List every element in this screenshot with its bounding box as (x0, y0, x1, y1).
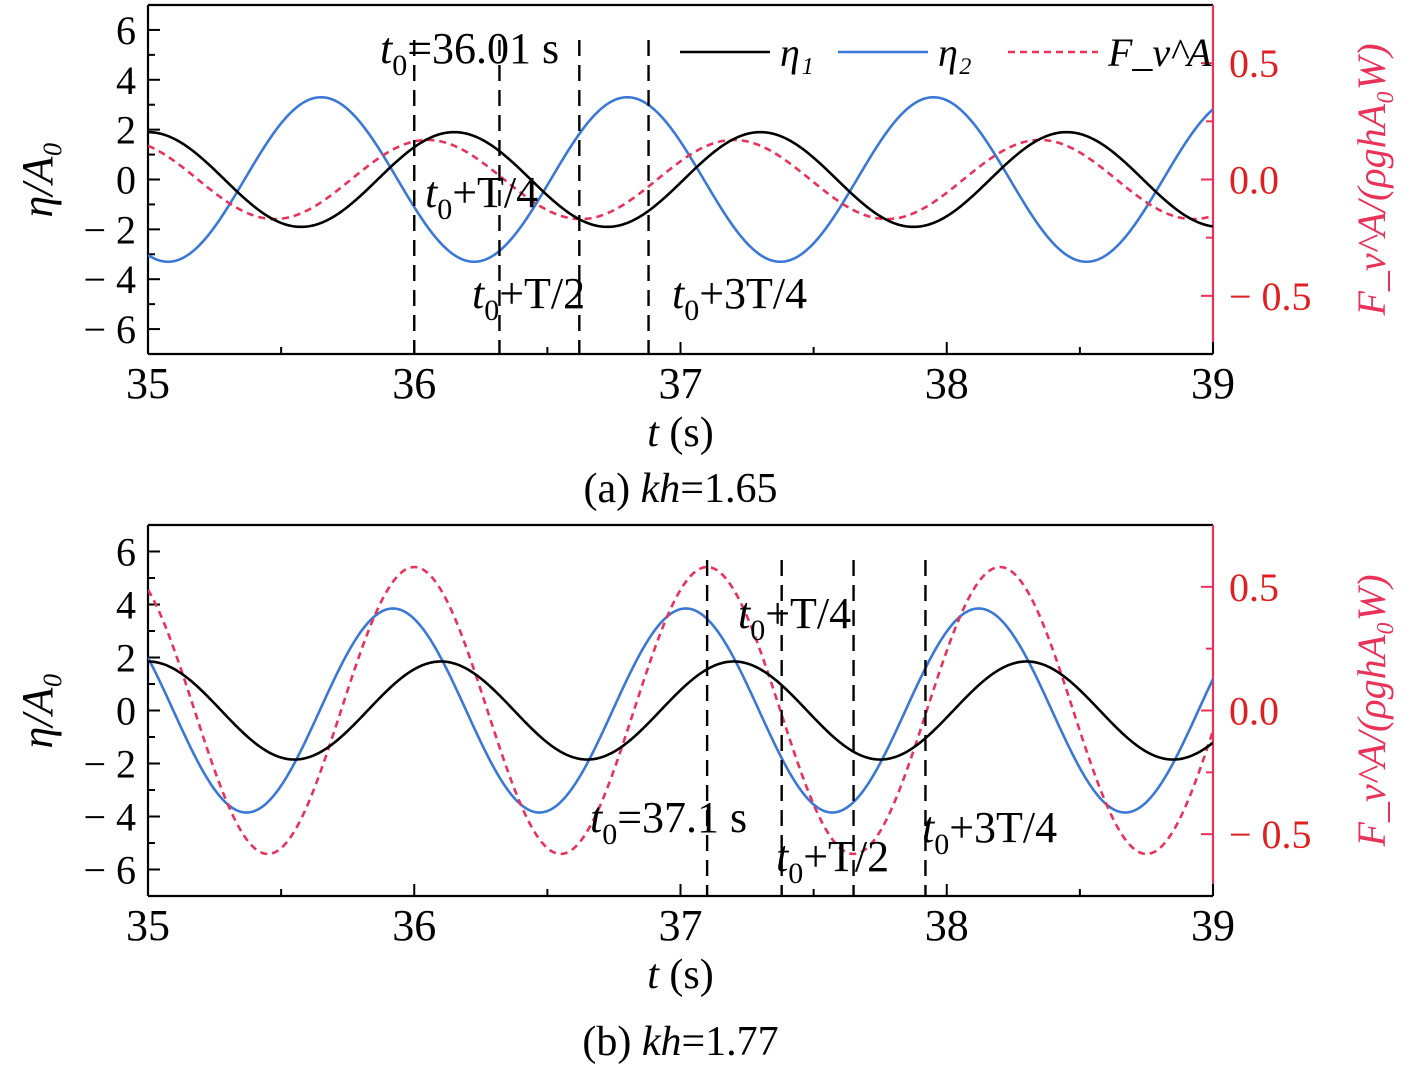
marker-label-var: t (922, 803, 936, 852)
caption-prefix: (a) (584, 466, 641, 512)
marker-label: t0+T/4 (738, 589, 851, 647)
series-line-eta1 (148, 660, 1213, 761)
panel-caption: (a) kh=1.65 (584, 466, 778, 512)
x-tick-label: 36 (392, 359, 436, 408)
plot-area (148, 95, 1213, 264)
marker-label-text: +3T/4 (699, 269, 807, 318)
marker-label-sub: 0 (437, 193, 452, 226)
marker-label-sub: 0 (392, 49, 407, 82)
y-right-tick-label: − 0.5 (1229, 274, 1312, 319)
y-left-tick-label: − 2 (83, 207, 136, 252)
y-left-axis-label: η/A₀ (13, 141, 62, 217)
y-left-tick-label: − 6 (83, 848, 136, 893)
caption-prefix: (b) (582, 1019, 641, 1065)
x-tick-label: 39 (1191, 901, 1235, 950)
y-left-axis-label: η/A₀ (13, 672, 62, 748)
marker-label: t0+T/2 (472, 269, 585, 327)
x-tick-label: 37 (659, 901, 703, 950)
marker-label-var: t (738, 589, 752, 638)
y-right-tick-label: 0.0 (1229, 158, 1279, 203)
marker-label-text: =37.1 s (617, 793, 747, 842)
x-axis-label-unit: (s) (659, 952, 714, 998)
x-axis-label: t (s) (647, 410, 714, 456)
x-tick-label: 36 (392, 901, 436, 950)
marker-label-sub: 0 (934, 828, 949, 861)
legend-item-eta1-label: η₁ (780, 30, 814, 75)
x-axis-label: t (s) (647, 952, 714, 998)
legend-item-eta2-label: η₂ (938, 30, 972, 75)
y-left-tick-label: 0 (116, 689, 136, 734)
marker-label-sub: 0 (602, 818, 617, 851)
series-line-eta2 (148, 607, 1213, 814)
x-tick-label: 38 (925, 359, 969, 408)
marker-label-var: t (776, 832, 790, 881)
legend: η₁ η₂ F_v^A (680, 30, 1212, 75)
x-tick-label: 37 (659, 359, 703, 408)
marker-label-text: +3T/4 (949, 803, 1057, 852)
y-left-tick-label: 2 (116, 108, 136, 153)
series-line-eta2 (148, 95, 1213, 264)
chart-panel-b: 35 36 37 38 39 − 6 − 4 − 2 0 2 4 6 − 0.5 0.0 0.5 η/A₀ F_… (13, 523, 1394, 1065)
panel-caption: (b) kh=1.77 (582, 1019, 778, 1065)
marker-label-var: t (380, 24, 394, 73)
caption-italic: kh (641, 466, 681, 512)
y-left-tick-label: − 6 (83, 307, 136, 352)
y-left-tick-label: − 4 (83, 795, 136, 840)
marker-label-var: t (425, 168, 439, 217)
y-right-tick-label: 0.5 (1229, 565, 1279, 610)
legend-item-force-label: F_v^A (1107, 30, 1212, 75)
marker-label-var: t (590, 793, 604, 842)
y-right-tick-label: − 0.5 (1229, 812, 1312, 857)
marker-label-text: =36.01 s (407, 24, 559, 73)
x-tick-label: 35 (126, 359, 170, 408)
marker-label-sub: 0 (788, 857, 803, 890)
y-left-tick-label: − 2 (83, 742, 136, 787)
x-axis-label-unit: (s) (659, 410, 714, 456)
x-tick-label: 39 (1191, 359, 1235, 408)
y-left-tick-label: 4 (116, 58, 136, 103)
marker-label: t0=37.1 s (590, 793, 747, 851)
marker-label-var: t (472, 269, 486, 318)
marker-label-text: +T/4 (765, 589, 851, 638)
series-line-eta1 (148, 130, 1213, 229)
y-left-tick-label: 0 (116, 158, 136, 203)
marker-label-text: +T/2 (499, 269, 585, 318)
caption-suffix: =1.65 (680, 466, 777, 512)
caption-suffix: =1.77 (681, 1019, 778, 1065)
y-left-tick-label: 2 (116, 636, 136, 681)
marker-label: t0+3T/4 (672, 269, 807, 327)
marker-label: t0+T/2 (776, 832, 889, 890)
y-left-tick-label: 6 (116, 8, 136, 53)
marker-label: t0+T/4 (425, 168, 538, 226)
marker-label-sub: 0 (750, 614, 765, 647)
marker-label: t0+3T/4 (922, 803, 1057, 861)
y-right-axis-label: F_v^A/(ρghA₀W) (1349, 574, 1394, 847)
y-right-tick-label: 0.0 (1229, 689, 1279, 734)
x-axis-label-var: t (647, 952, 660, 998)
plot-area (148, 565, 1213, 856)
x-axis-label-var: t (647, 410, 660, 456)
caption-italic: kh (642, 1019, 682, 1065)
marker-label: t0=36.01 s (380, 24, 559, 82)
y-left-tick-label: − 4 (83, 257, 136, 302)
marker-label-var: t (672, 269, 686, 318)
y-right-tick-label: 0.5 (1229, 41, 1279, 86)
series-line-force (148, 565, 1213, 856)
marker-label-text: +T/2 (803, 832, 889, 881)
y-right-axis-label: F_v^A/(ρghA₀W) (1349, 43, 1394, 316)
x-tick-label: 38 (925, 901, 969, 950)
y-left-tick-label: 6 (116, 530, 136, 575)
marker-label-sub: 0 (484, 294, 499, 327)
marker-label-text: +T/4 (452, 168, 538, 217)
marker-label-sub: 0 (684, 294, 699, 327)
y-left-tick-label: 4 (116, 583, 136, 628)
x-tick-label: 35 (126, 901, 170, 950)
series-line-force (148, 138, 1213, 221)
